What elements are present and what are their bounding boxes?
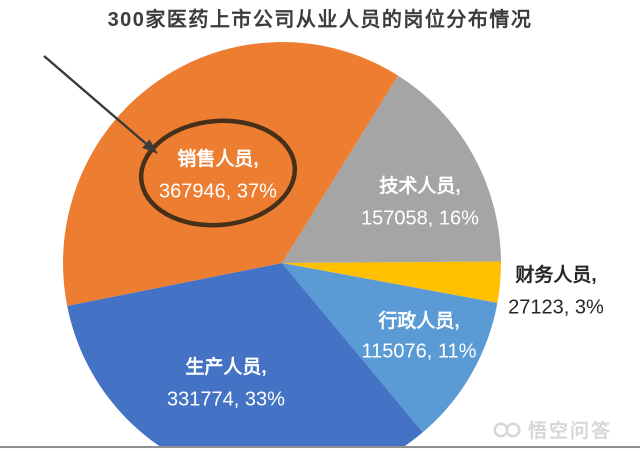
annotation-circle <box>138 118 298 228</box>
slice-label-1: 财务人员, <box>515 263 596 286</box>
pie-slice-1 <box>282 261 502 303</box>
pie-slice-3 <box>67 263 423 451</box>
slice-label-2: 115076, 11% <box>362 340 477 362</box>
chart-title: 300家医药上市公司从业人员的岗位分布情况 <box>107 9 533 31</box>
slice-label-3: 生产人员, <box>185 355 266 378</box>
bottom-margin <box>0 448 640 451</box>
slice-label-4: 367946, 37% <box>159 180 277 202</box>
pie-slice-4 <box>63 42 399 306</box>
slice-label-1: 27123, 3% <box>508 296 604 318</box>
pie-slice-0 <box>282 75 501 263</box>
slice-label-3: 331774, 33% <box>167 388 285 410</box>
slice-label-2: 行政人员, <box>377 309 459 332</box>
pie-slice-2 <box>282 263 498 433</box>
watermark-text: 悟空问答 <box>528 420 613 442</box>
slice-label-4: 销售人员, <box>177 147 258 170</box>
watermark-logo-icon <box>493 422 521 438</box>
bottom-border-line <box>0 446 640 448</box>
slice-label-0: 技术人员, <box>379 174 460 197</box>
slice-label-0: 157058, 16% <box>361 207 479 229</box>
annotation-arrow-line <box>43 55 147 145</box>
annotation-arrow-head <box>142 139 158 154</box>
watermark: 悟空问答 <box>492 415 632 443</box>
